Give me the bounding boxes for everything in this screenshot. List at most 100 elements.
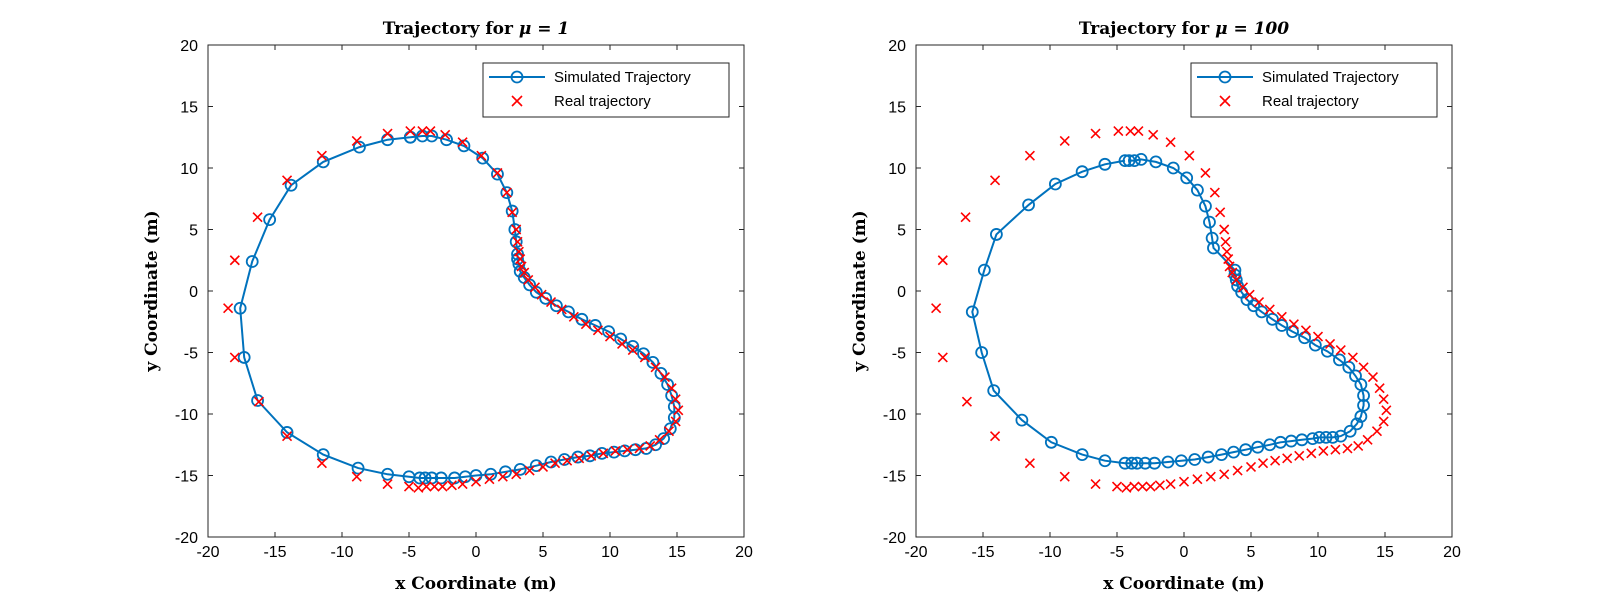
chart-title-left: Trajectory for μ = 1 (383, 19, 570, 39)
real-point-right-64 (937, 255, 948, 266)
simulated-point-right-0 (1122, 154, 1136, 168)
real-point-left-47 (497, 471, 508, 482)
simulated-point-left-20 (562, 305, 575, 319)
y-tick-label-left-5: 5 (189, 223, 198, 240)
y-axis-label-left: y Coordinate (m) (142, 210, 162, 372)
real-point-left-55 (413, 482, 424, 493)
real-point-right-56 (1111, 481, 1123, 492)
real-point-right-47 (1205, 471, 1216, 482)
real-point-left-53 (429, 481, 440, 492)
real-point-left-62 (229, 352, 240, 363)
x-tick-label-right-4: 0 (1180, 544, 1189, 561)
simulated-point-left-28 (654, 367, 668, 380)
real-point-left-6 (492, 167, 503, 178)
real-point-left-35 (645, 440, 656, 452)
simulated-point-right-47 (1201, 450, 1215, 464)
simulated-point-right-2 (1134, 152, 1148, 166)
real-point-left-28 (659, 372, 671, 383)
real-point-left-48 (484, 474, 495, 485)
x-tick-label-left-8: 20 (735, 544, 753, 561)
real-point-right-50 (1165, 479, 1176, 490)
y-tick-label-right-5: 5 (897, 223, 906, 240)
real-point-right-14 (1227, 267, 1238, 278)
y-tick-label-left-6: 10 (180, 161, 198, 178)
real-point-left-18 (545, 297, 557, 308)
legend-simulated-marker-left (510, 70, 524, 84)
simulated-trajectory-line-right (971, 158, 1365, 465)
real-point-right-59 (1024, 458, 1035, 469)
simulated-point-right-4 (1166, 161, 1180, 175)
simulated-point-left-39 (607, 445, 621, 459)
simulated-point-left-25 (626, 339, 640, 353)
real-point-right-66 (989, 175, 1001, 186)
x-tick-label-left-3: -5 (402, 544, 416, 561)
legend-real-label-right: Real trajectory (1262, 93, 1359, 110)
real-point-left-64 (229, 255, 240, 266)
real-point-left-39 (598, 448, 609, 459)
simulated-point-right-62 (965, 305, 979, 319)
simulated-point-left-10 (509, 235, 523, 249)
legend-box-right (1190, 62, 1438, 118)
simulated-point-left-62 (237, 351, 251, 364)
real-point-left-26 (639, 352, 650, 363)
real-point-right-23 (1312, 331, 1324, 342)
real-point-left-61 (253, 396, 264, 407)
x-tick-label-left-1: -15 (263, 544, 286, 561)
simulated-point-right-35 (1326, 430, 1340, 444)
simulated-point-right-56 (1098, 454, 1112, 468)
real-point-left-65 (252, 212, 263, 223)
simulated-point-left-40 (595, 446, 609, 460)
y-tick-label-right-2: -10 (883, 407, 906, 424)
real-point-left-32 (670, 416, 681, 427)
x-tick-label-right-8: 20 (1443, 544, 1461, 561)
simulated-point-left-59 (316, 448, 330, 461)
real-point-left-58 (351, 471, 362, 482)
simulated-point-right-37 (1312, 430, 1326, 444)
x-tick-label-right-6: 10 (1309, 544, 1327, 561)
y-tick-label-right-1: -15 (883, 469, 906, 486)
legend-simulated-marker-right (1218, 70, 1232, 84)
simulated-point-right-43 (1251, 440, 1265, 454)
simulated-point-left-22 (588, 319, 602, 332)
real-point-left-31 (673, 405, 684, 416)
simulated-point-left-47 (499, 465, 512, 479)
real-point-left-21 (580, 319, 591, 330)
simulated-point-left-54 (418, 471, 432, 485)
real-point-right-7 (1209, 187, 1220, 198)
plot-area-left (207, 44, 745, 538)
simulated-point-left-8 (505, 204, 519, 218)
simulated-point-left-46 (513, 462, 527, 476)
simulated-point-right-29 (1357, 389, 1370, 402)
legend-real-label-left: Real trajectory (554, 93, 651, 110)
simulated-point-right-54 (1125, 456, 1139, 470)
y-tick-label-right-0: -20 (883, 530, 906, 547)
real-point-right-36 (1342, 443, 1353, 454)
real-point-right-39 (1306, 448, 1317, 459)
real-point-left-56 (403, 481, 415, 492)
simulated-point-right-46 (1215, 448, 1228, 461)
simulated-point-right-44 (1239, 443, 1253, 457)
y-tick-label-left-3: -5 (184, 346, 198, 363)
real-point-right-28 (1367, 372, 1379, 383)
real-point-right-25 (1335, 344, 1346, 356)
y-tick-label-right-3: -5 (892, 346, 906, 363)
real-point-left-36 (634, 443, 645, 454)
real-point-right-30 (1378, 394, 1389, 405)
x-tick-label-right-5: 5 (1247, 544, 1256, 561)
real-point-right-18 (1253, 297, 1265, 308)
real-point-right-0 (1113, 126, 1124, 137)
legend-right: Simulated Trajectory Real trajectory (1190, 62, 1438, 118)
real-point-right-19 (1264, 304, 1275, 315)
real-point-right-4 (1165, 137, 1176, 148)
simulated-point-right-32 (1350, 417, 1364, 431)
real-point-right-21 (1288, 319, 1299, 330)
real-point-left-14 (519, 267, 530, 278)
real-point-right-57 (1090, 479, 1101, 490)
real-point-right-44 (1245, 461, 1257, 472)
simulated-point-right-52 (1138, 456, 1152, 470)
real-point-left-8 (507, 207, 518, 218)
simulated-point-right-36 (1319, 430, 1333, 444)
real-point-right-68 (1059, 135, 1070, 147)
legend-real-marker-left (511, 95, 523, 107)
